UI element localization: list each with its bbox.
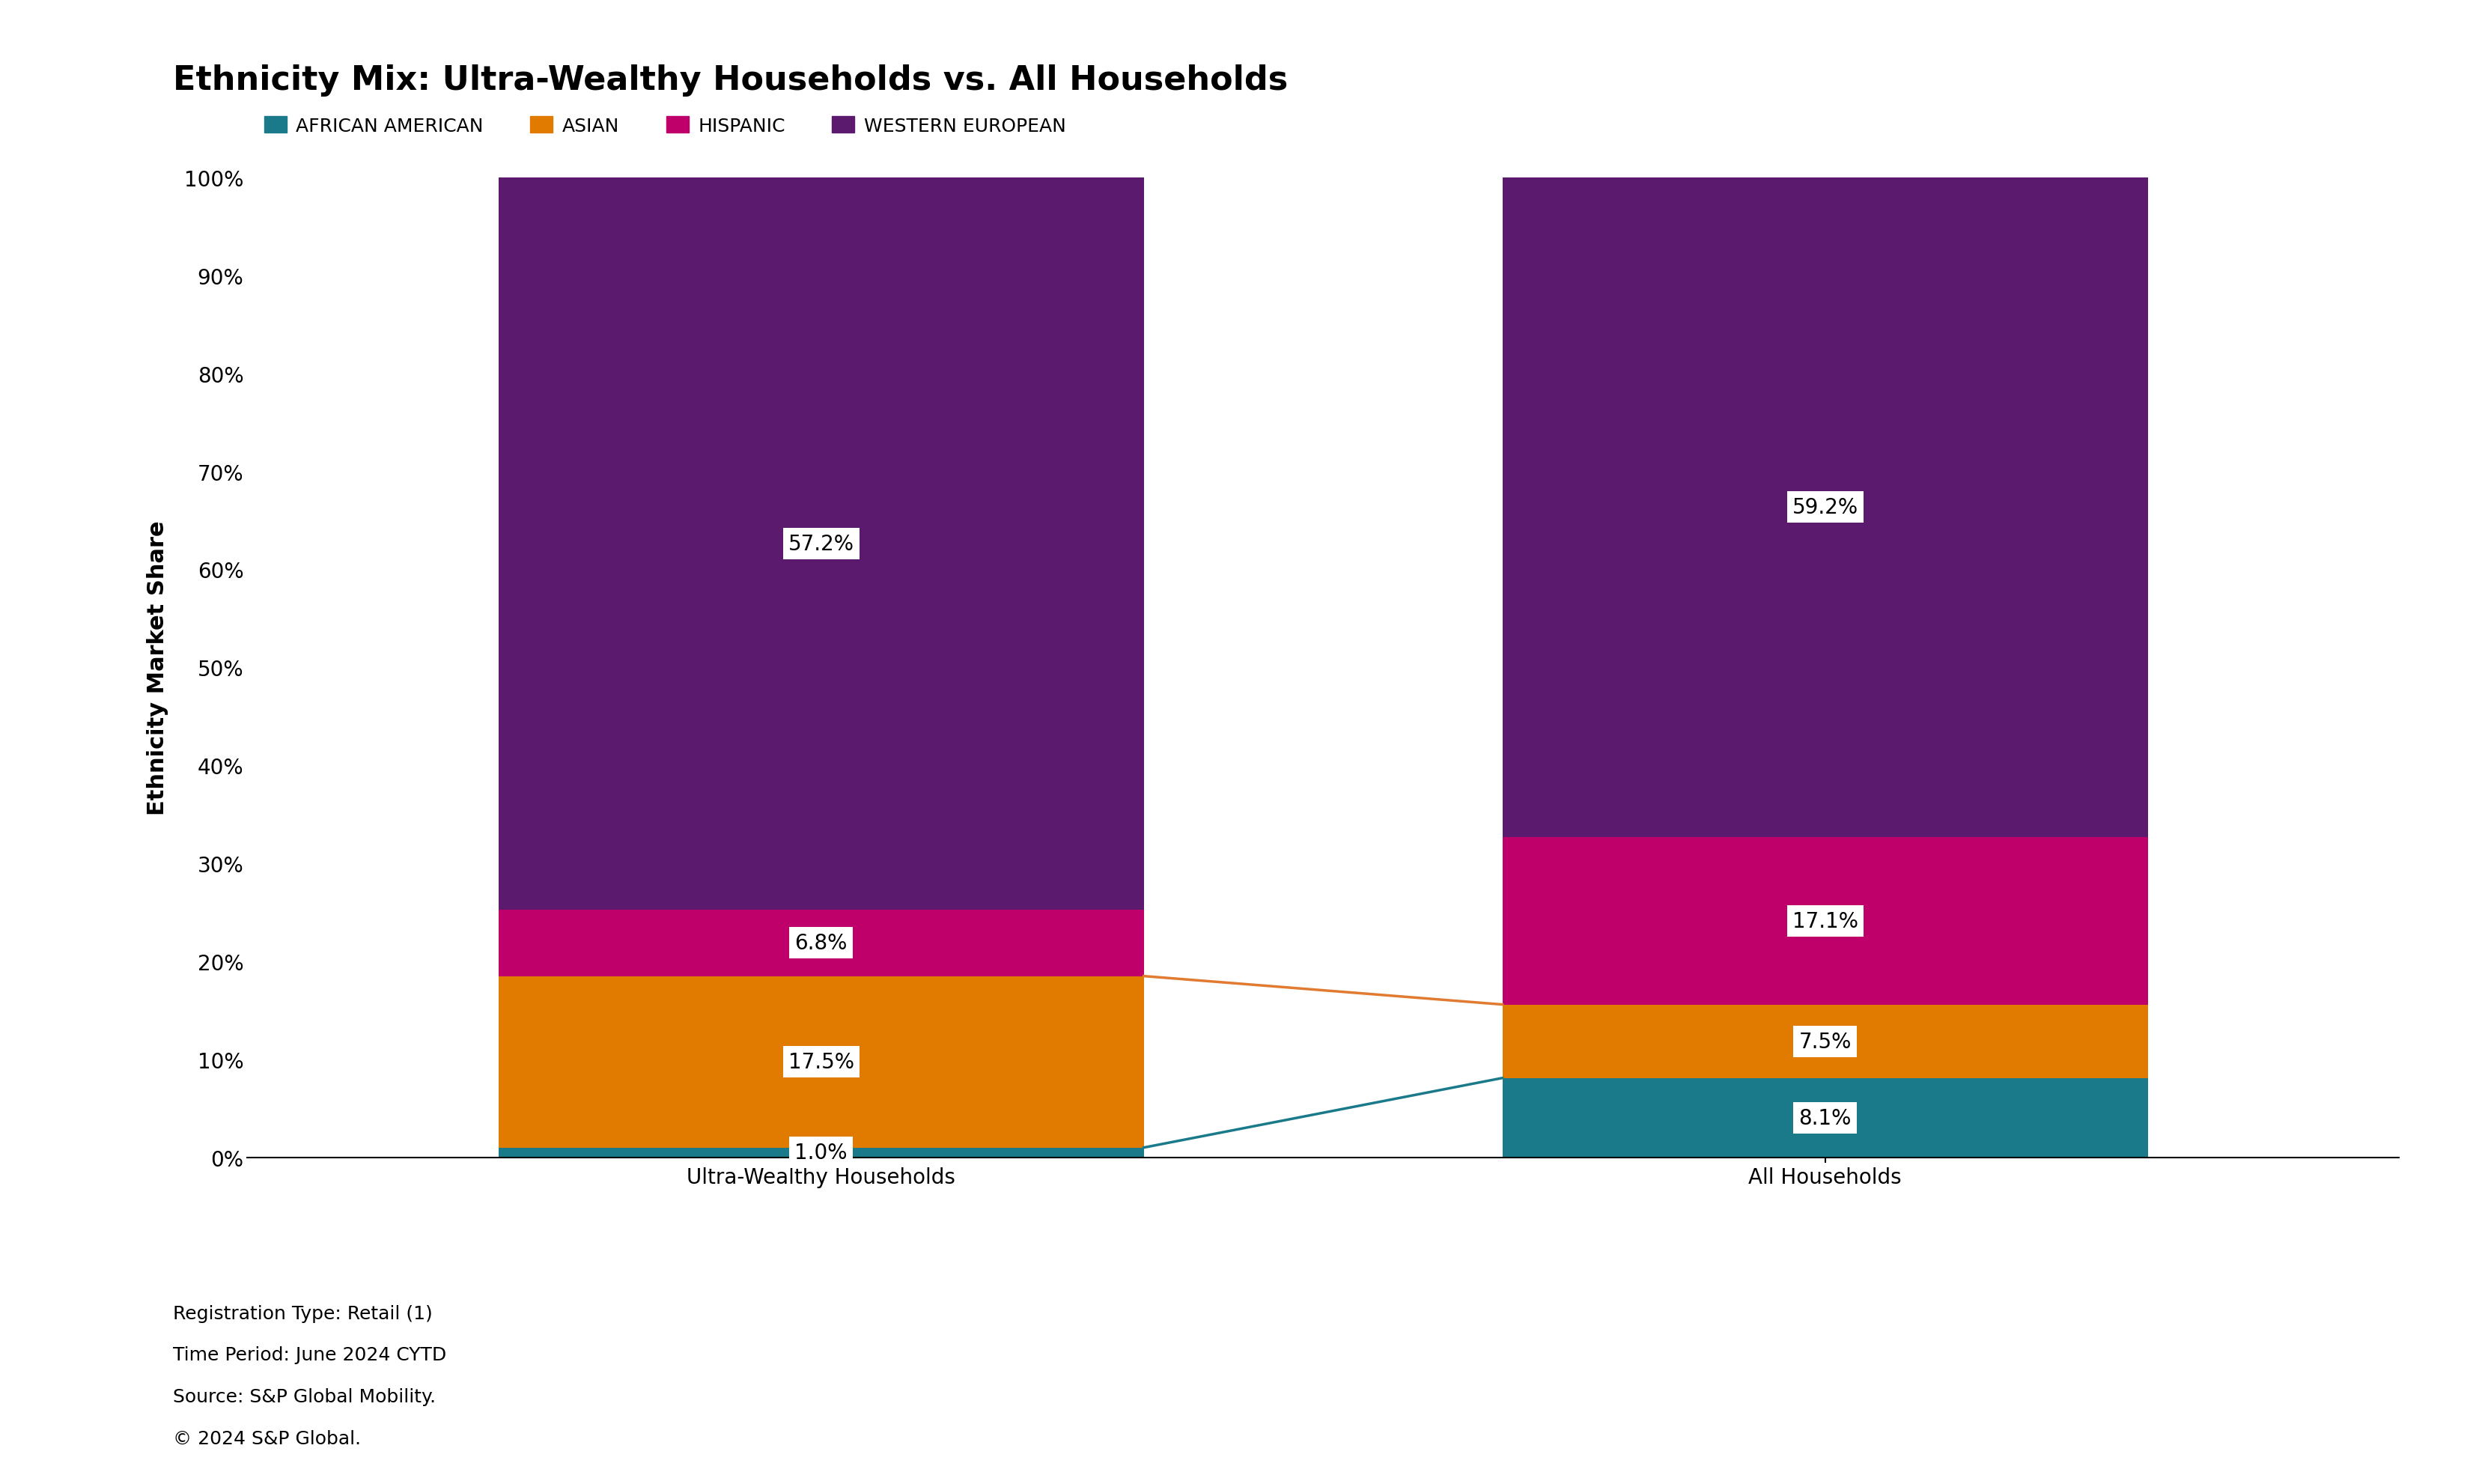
Bar <box>1501 178 2147 837</box>
Bar <box>497 976 1143 1147</box>
Text: Registration Type: Retail (1): Registration Type: Retail (1) <box>173 1304 433 1322</box>
Text: 17.5%: 17.5% <box>789 1052 853 1073</box>
Text: 1.0%: 1.0% <box>794 1143 848 1163</box>
Text: 17.1%: 17.1% <box>1793 911 1857 932</box>
Bar <box>497 910 1143 976</box>
Text: 57.2%: 57.2% <box>789 533 853 555</box>
Text: 8.1%: 8.1% <box>1798 1107 1852 1128</box>
Bar <box>1501 1005 2147 1079</box>
Bar <box>1501 837 2147 1005</box>
Y-axis label: Ethnicity Market Share: Ethnicity Market Share <box>146 521 168 815</box>
Legend: AFRICAN AMERICAN, ASIAN, HISPANIC, WESTERN EUROPEAN: AFRICAN AMERICAN, ASIAN, HISPANIC, WESTE… <box>257 110 1073 142</box>
Text: Ethnicity Mix: Ultra-Wealthy Households vs. All Households: Ethnicity Mix: Ultra-Wealthy Households … <box>173 64 1288 96</box>
Bar <box>497 1147 1143 1158</box>
Text: Source: S&P Global Mobility.: Source: S&P Global Mobility. <box>173 1388 435 1405</box>
Bar <box>497 178 1143 910</box>
Text: © 2024 S&P Global.: © 2024 S&P Global. <box>173 1429 361 1447</box>
Bar <box>1501 1079 2147 1158</box>
Text: Time Period: June 2024 CYTD: Time Period: June 2024 CYTD <box>173 1346 448 1364</box>
Text: 7.5%: 7.5% <box>1798 1031 1852 1052</box>
Text: 59.2%: 59.2% <box>1793 497 1857 518</box>
Text: 6.8%: 6.8% <box>794 932 848 954</box>
